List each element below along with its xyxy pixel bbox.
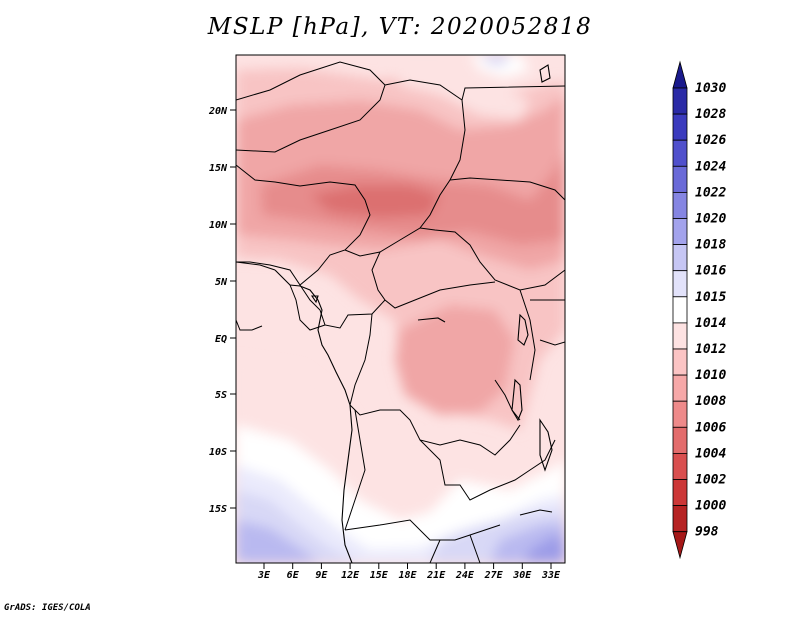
colorbar-bottom-arrow xyxy=(672,531,688,560)
region-1008-congo xyxy=(395,305,515,415)
lon-tick-label: 6E xyxy=(287,570,300,581)
colorbar-label: 1006 xyxy=(695,420,726,435)
colorbar-segment xyxy=(672,426,688,454)
pressure-field xyxy=(236,55,565,563)
colorbar-segment xyxy=(672,191,688,219)
colorbar-label: 1024 xyxy=(695,159,726,174)
pressure-colorbar: 1030 1028 1026 1024 1022 1020 1018 1016 1015 1014… xyxy=(672,60,726,560)
colorbar-segment xyxy=(672,452,688,480)
lon-tick-label: 30E xyxy=(512,570,532,581)
longitude-axis: 3E 6E 9E 12E 15E 18E 21E 24E 27E 30E 33E xyxy=(257,563,561,581)
lon-tick-label: 33E xyxy=(541,570,561,581)
lat-tick-label: 15S xyxy=(209,504,227,515)
colorbar-segment xyxy=(672,113,688,141)
colorbar-segment xyxy=(672,165,688,193)
lat-tick-label: 5N xyxy=(215,277,228,288)
colorbar-label: 1014 xyxy=(695,316,726,331)
lon-tick-label: 24E xyxy=(455,570,475,581)
colorbar-segment xyxy=(672,505,688,533)
colorbar-segment xyxy=(672,270,688,298)
lat-tick-label: 15N xyxy=(209,163,228,174)
lon-tick-label: 9E xyxy=(315,570,328,581)
colorbar-label: 1015 xyxy=(695,290,726,305)
colorbar-label: 1030 xyxy=(695,81,726,96)
region-1016 xyxy=(236,490,565,563)
lon-tick-label: 27E xyxy=(484,570,504,581)
colorbar-segment xyxy=(672,87,688,115)
region-1014-ne xyxy=(470,55,530,78)
lon-tick-label: 15E xyxy=(370,570,389,581)
colorbar-segment xyxy=(672,244,688,272)
colorbar-label: 1026 xyxy=(695,133,726,148)
colorbar-label: 1028 xyxy=(695,107,726,122)
colorbar-label: 1010 xyxy=(695,368,726,383)
region-1012-ne xyxy=(390,55,530,120)
grads-credit: GrADS: IGES/COLA xyxy=(4,603,91,613)
lon-tick-label: 3E xyxy=(257,570,271,581)
colorbar-top-arrow xyxy=(672,60,688,89)
region-1016-ne xyxy=(480,55,510,65)
lat-tick-label: 5S xyxy=(215,390,227,401)
colorbar-label: 1008 xyxy=(695,394,726,409)
lat-tick-label: EQ xyxy=(215,334,227,345)
latitude-axis: 20N 15N 10N 5N EQ 5S 10S 15S xyxy=(208,106,236,515)
colorbar-label: 1012 xyxy=(695,342,726,357)
colorbar-label: 1020 xyxy=(695,212,726,227)
region-1020 xyxy=(525,535,565,563)
region-1012-south xyxy=(236,360,540,500)
lon-tick-label: 21E xyxy=(426,570,446,581)
colorbar-segment xyxy=(672,479,688,507)
colorbar-label: 1002 xyxy=(695,473,726,488)
lat-tick-label: 20N xyxy=(208,106,228,117)
colorbar-segment xyxy=(672,400,688,428)
colorbar-segment xyxy=(672,296,688,324)
colorbar-label: 1000 xyxy=(695,499,726,514)
lat-tick-label: 10N xyxy=(209,220,228,231)
colorbar-segment xyxy=(672,374,688,402)
coastline-lakes xyxy=(274,64,553,563)
colorbar-segment xyxy=(672,322,688,350)
region-1004 xyxy=(310,185,440,218)
lat-tick-label: 10S xyxy=(209,447,227,458)
lon-tick-label: 18E xyxy=(398,570,417,581)
colorbar-label: 998 xyxy=(695,525,719,540)
colorbar-segment xyxy=(672,348,688,376)
map-title: MSLP [hPa], VT: 2020052818 xyxy=(207,14,593,40)
colorbar-segment xyxy=(672,139,688,167)
lon-tick-label: 12E xyxy=(341,570,360,581)
country-borders xyxy=(236,61,565,563)
colorbar-label: 1022 xyxy=(695,185,726,200)
colorbar-segment xyxy=(672,218,688,246)
colorbar-label: 1004 xyxy=(695,446,726,461)
map-frame xyxy=(235,54,566,564)
colorbar-label: 1016 xyxy=(695,264,726,279)
colorbar-label: 1018 xyxy=(695,238,726,253)
